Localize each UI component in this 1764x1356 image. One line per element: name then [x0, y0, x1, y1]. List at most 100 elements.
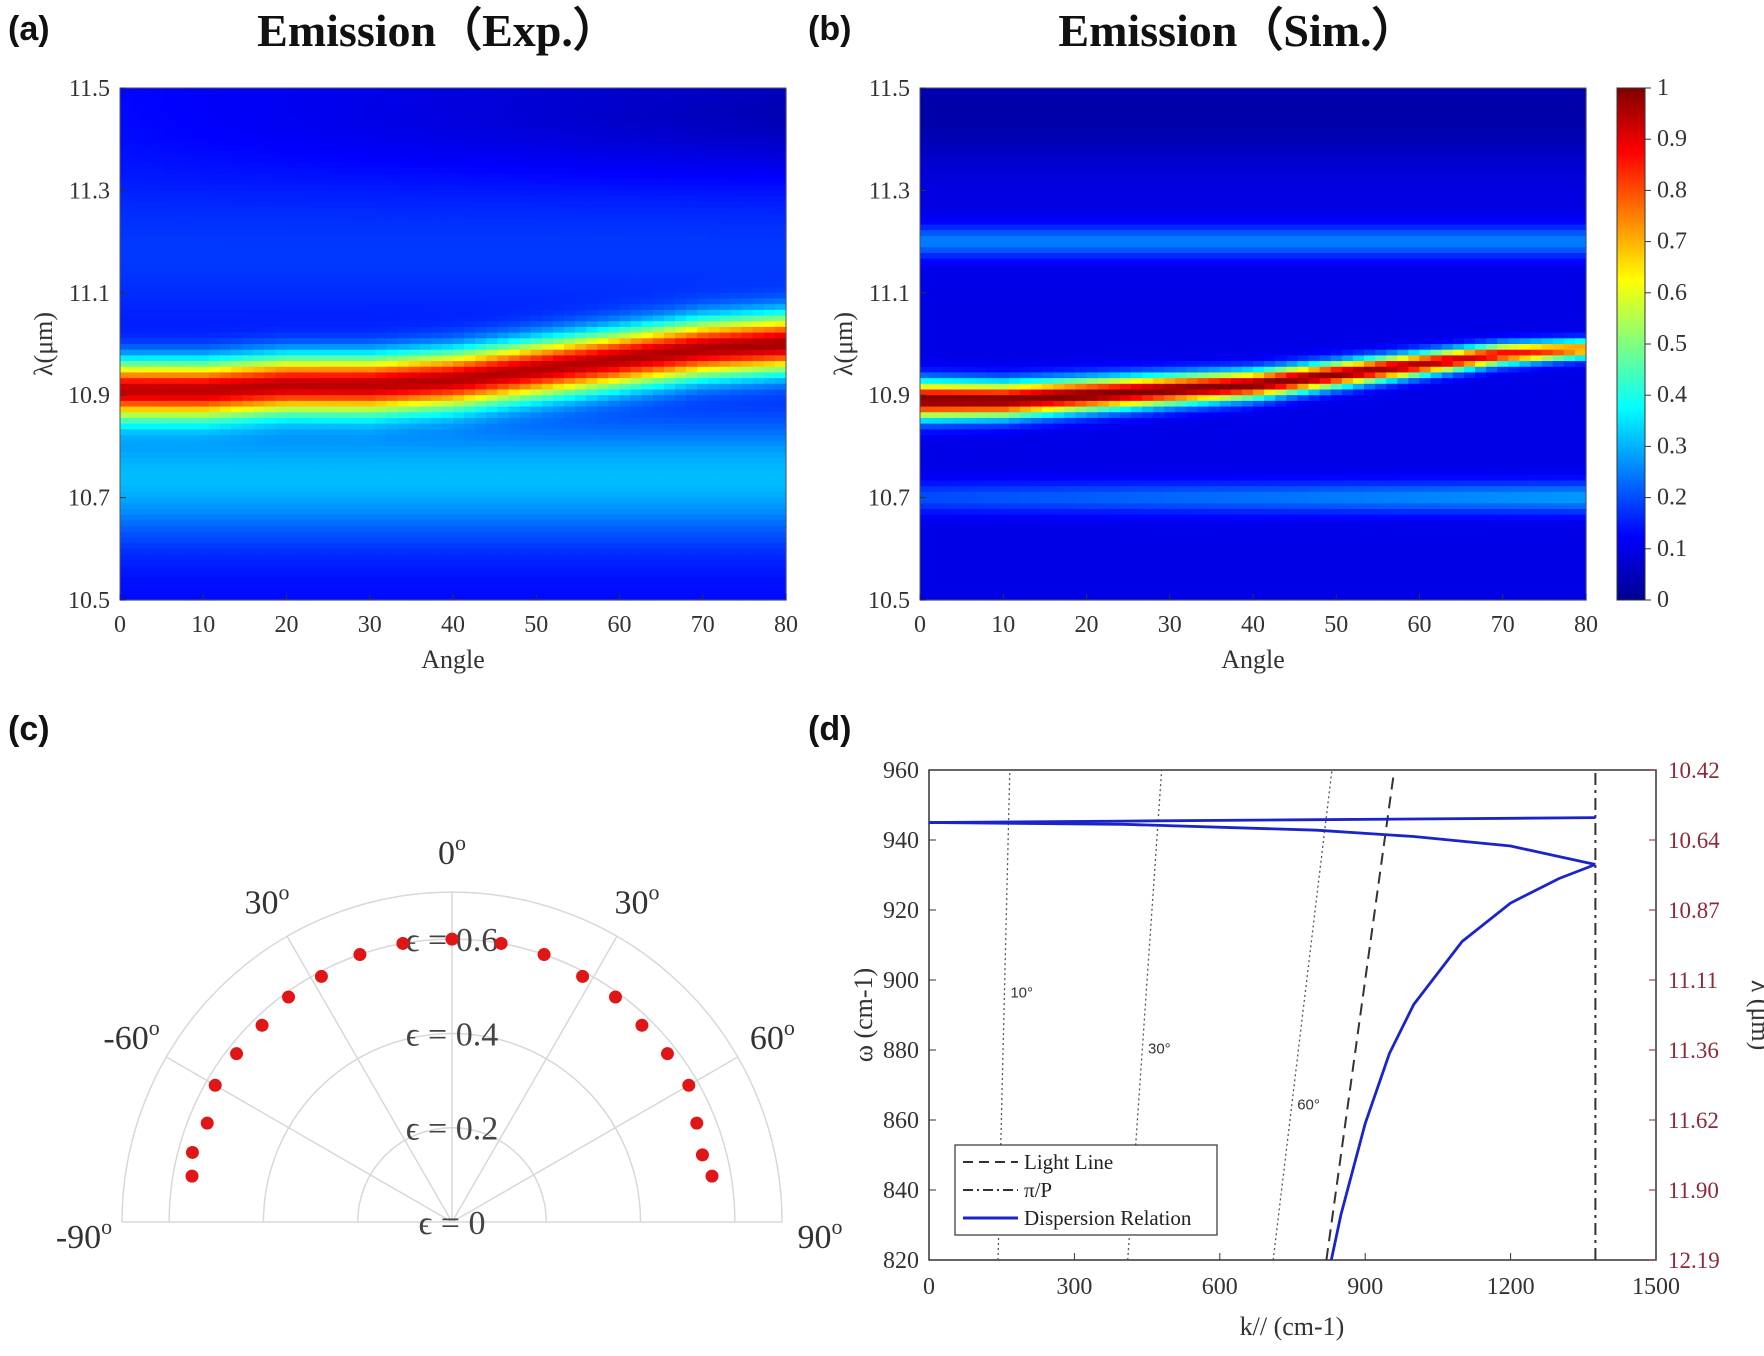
heat-cell: [464, 315, 476, 322]
heat-cell: [142, 395, 154, 402]
heat-cell: [319, 281, 332, 288]
heat-cell: [619, 298, 632, 305]
heat-cell: [508, 190, 521, 197]
heat-cell: [219, 190, 232, 197]
heat-cell: [464, 503, 476, 510]
heat-cell: [441, 395, 454, 402]
heat-cell: [630, 292, 643, 300]
heat-cell: [697, 531, 709, 539]
heat-cell: [641, 486, 654, 493]
heat-cell: [486, 287, 498, 294]
heat-cell: [408, 218, 421, 226]
heat-cell: [120, 213, 132, 220]
heat-cell: [597, 207, 609, 214]
heat-cell: [608, 309, 621, 317]
heat-cell: [386, 184, 399, 191]
heat-cell: [375, 150, 387, 157]
heat-cell: [430, 179, 443, 186]
heat-cell: [552, 560, 565, 567]
heat-cell: [686, 93, 698, 100]
heat-cell: [164, 571, 177, 578]
heat-cell: [353, 332, 365, 339]
heat-cell: [430, 298, 443, 305]
heat-cell: [541, 190, 554, 197]
heat-cell: [330, 372, 343, 379]
heat-cell: [475, 406, 487, 413]
heat-cell: [408, 395, 421, 402]
heat-cell: [330, 400, 343, 408]
heat-cell: [697, 429, 709, 436]
heat-cell: [663, 452, 676, 459]
heat-cell: [675, 230, 687, 237]
heat-cell: [630, 241, 643, 248]
heat-cell: [208, 235, 221, 243]
heat-cell: [663, 298, 676, 305]
heat-cell: [153, 167, 165, 174]
heat-cell: [686, 139, 698, 146]
heat-cell: [264, 491, 276, 499]
heat-cell: [297, 520, 310, 527]
heat-cell: [586, 241, 598, 248]
heat-cell: [286, 213, 299, 220]
heat-cell: [441, 548, 454, 556]
heat-cell: [197, 514, 210, 521]
heat-cell: [186, 491, 199, 499]
heat-cell: [430, 520, 443, 527]
heat-cell: [175, 491, 188, 499]
heat-cell: [675, 224, 687, 231]
heat-cell: [541, 144, 554, 152]
heat-cell: [686, 429, 698, 436]
heat-cell: [297, 304, 310, 311]
heat-cell: [286, 531, 299, 539]
heat-cell: [153, 201, 165, 209]
heat-cell: [164, 287, 177, 294]
heat-cell: [486, 537, 498, 544]
heat-cell: [353, 304, 365, 311]
heat-cell: [253, 304, 265, 311]
heat-cell: [675, 429, 687, 436]
heat-cell: [164, 207, 177, 214]
heat-cell: [597, 412, 609, 419]
heat-cell: [530, 144, 543, 152]
heat-cell: [153, 116, 165, 123]
heat-cell: [519, 554, 532, 561]
heat-cell: [164, 497, 177, 504]
heat-cell: [530, 429, 543, 436]
heat-cell: [308, 497, 321, 504]
heat-cell: [164, 88, 177, 95]
heat-cell: [663, 355, 676, 362]
heat-cell: [264, 321, 276, 328]
heat-cell: [619, 349, 632, 356]
heat-cell: [730, 252, 743, 260]
heat-cell: [264, 252, 276, 260]
heat-cell: [375, 190, 387, 197]
heat-cell: [641, 594, 654, 601]
heat-cell: [608, 503, 621, 510]
heat-cell: [153, 508, 165, 516]
heat-cell: [131, 582, 143, 590]
heat-cell: [375, 366, 387, 374]
heat-cell: [319, 582, 332, 590]
heat-cell: [430, 304, 443, 311]
heat-cell: [497, 400, 510, 408]
heat-cell: [419, 423, 432, 430]
heat-cell: [441, 161, 454, 169]
heat-cell: [275, 486, 288, 493]
heat-cell: [330, 531, 343, 539]
heat-cell: [675, 355, 687, 362]
heat-cell: [708, 156, 720, 163]
heat-cell: [353, 230, 365, 237]
heat-cell: [286, 497, 299, 504]
heat-cell: [597, 497, 609, 504]
heat-cell: [519, 378, 532, 385]
heat-cell: [552, 139, 565, 146]
heat-cell: [408, 520, 421, 527]
heat-cell: [286, 338, 299, 345]
heat-cell: [464, 304, 476, 311]
heat-cell: [375, 423, 387, 430]
heat-cell: [675, 173, 687, 180]
heat-cell: [386, 406, 399, 413]
heat-cell: [697, 332, 709, 339]
heat-cell: [541, 213, 554, 220]
